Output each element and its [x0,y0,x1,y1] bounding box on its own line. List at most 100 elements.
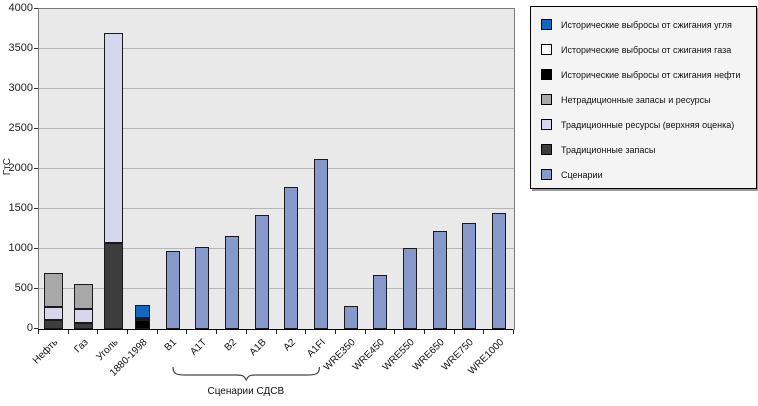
bar-Газ [74,284,94,329]
bar-B2 [224,236,239,329]
bar-WRE650 [432,231,447,329]
bar-segment-scenario [343,305,358,329]
bar-WRE750 [462,222,477,329]
x-tick-label: WRE450 [351,337,388,374]
gridline [39,288,514,289]
bar-segment-scenario [462,222,477,329]
legend-swatch-conv_resources-icon [541,119,552,130]
x-tick-mark [423,330,425,334]
bar-A1B [254,214,269,329]
x-tick-mark [483,330,485,334]
x-tick-mark [156,330,158,334]
bar-segment-scenario [314,158,329,329]
x-tick-label: A1B [247,337,269,359]
y-tick-mark [34,328,38,329]
bar-segment-scenario [165,250,180,329]
x-tick-mark [245,330,247,334]
bar-WRE450 [373,275,388,329]
x-tick-label: A2 [281,337,299,354]
x-tick-mark [275,330,277,334]
y-tick-mark [34,288,38,289]
y-tick-label: 3500 [8,42,33,54]
bar-A1T [195,246,210,329]
y-tick-label: 2500 [8,122,33,134]
x-tick-label: Уголь [94,337,120,363]
legend-item-label: Исторические выбросы от сжигания газа [561,44,732,55]
x-tick-mark [453,330,455,334]
legend-item-label: Исторические выбросы от сжигания нефти [561,69,741,80]
legend-swatch-gas_hist-icon [541,44,552,55]
legend-swatch-conv_reserves-icon [541,144,552,155]
x-tick-label: B1 [162,337,180,354]
x-tick-label: WRE350 [321,337,358,374]
plot-area [38,8,515,330]
legend-item-label: Исторические выбросы от сжигания угля [561,19,732,30]
legend-item-oil_hist: Исторические выбросы от сжигания нефти [541,62,756,87]
y-tick-mark [34,48,38,49]
bar-segment-conv_resources [74,309,94,324]
legend-item-gas_hist: Исторические выбросы от сжигания газа [541,37,756,62]
y-tick-mark [34,168,38,169]
legend-item-coal_hist: Исторические выбросы от сжигания угля [541,12,756,37]
legend-swatch-oil_hist-icon [541,69,552,80]
bar-segment-conv_resources [44,306,64,321]
x-tick-label: A1FI [305,337,328,360]
y-tick-mark [34,8,38,9]
bar-Уголь [103,33,123,329]
bar-WRE1000 [492,213,507,329]
bar-segment-scenario [373,275,388,329]
x-tick-label: B2 [222,337,239,354]
x-tick-mark [364,330,366,334]
bar-segment-scenario [284,186,299,329]
bar-segment-conv_reserves [74,323,94,329]
bar-segment-scenario [432,231,447,329]
x-tick-mark [38,330,39,334]
x-tick-label: Нефть [31,337,61,367]
x-tick-mark [97,330,99,334]
x-tick-mark [216,330,218,334]
bar-segment-conv_resources [103,33,123,244]
y-tick-mark [34,248,38,249]
gridline [39,248,514,249]
scenario-group-label: Сценарии СДСВ [207,386,285,397]
bar-segment-conv_reserves [103,243,123,329]
gridline [39,168,514,169]
bar-segment-scenario [492,213,507,329]
gridline [39,208,514,209]
x-tick-mark [305,330,307,334]
bar-segment-scenario [403,248,418,329]
y-tick-label: 0 [26,322,33,334]
bar-segment-scenario [195,246,210,329]
legend-swatch-coal_hist-icon [541,19,552,30]
gridline [39,88,514,89]
scenario-group-brace-icon [171,366,320,382]
y-tick-label: 500 [14,282,33,294]
y-tick-label: 3000 [8,82,33,94]
bar-segment-coal_hist [135,305,151,318]
x-tick-mark [186,330,188,334]
x-tick-mark [513,330,514,334]
y-tick-mark [34,88,38,89]
x-tick-label: WRE550 [380,337,417,374]
legend-item-conv_resources: Традиционные ресурсы (верхняя оценка) [541,112,756,137]
x-tick-label: Газ [72,337,91,356]
x-tick-mark [334,330,336,334]
legend-item-label: Традиционные запасы [561,144,656,155]
y-tick-label: 2000 [8,162,33,174]
bar-segment-unconv [74,284,94,310]
legend-item-label: Традиционные ресурсы (верхняя оценка) [561,119,735,130]
legend-item-conv_reserves: Традиционные запасы [541,137,756,162]
x-tick-mark [67,330,69,334]
bar-segment-gas_hist [135,317,151,321]
y-tick-label: 1000 [8,242,33,254]
x-tick-mark [127,330,129,334]
bar-segment-conv_reserves [44,320,64,329]
bar-1880-1998 [135,305,151,329]
bar-segment-oil_hist [135,320,151,329]
y-tick-mark [34,208,38,209]
legend-swatch-scenario-icon [541,169,552,180]
y-tick-label: 1500 [8,202,33,214]
x-axis: Нефть Газ Уголь 1880-1998 B1 A1T B2 A1B A2 A1FI WR… [31,329,514,402]
legend-swatch-unconv-icon [541,94,552,105]
